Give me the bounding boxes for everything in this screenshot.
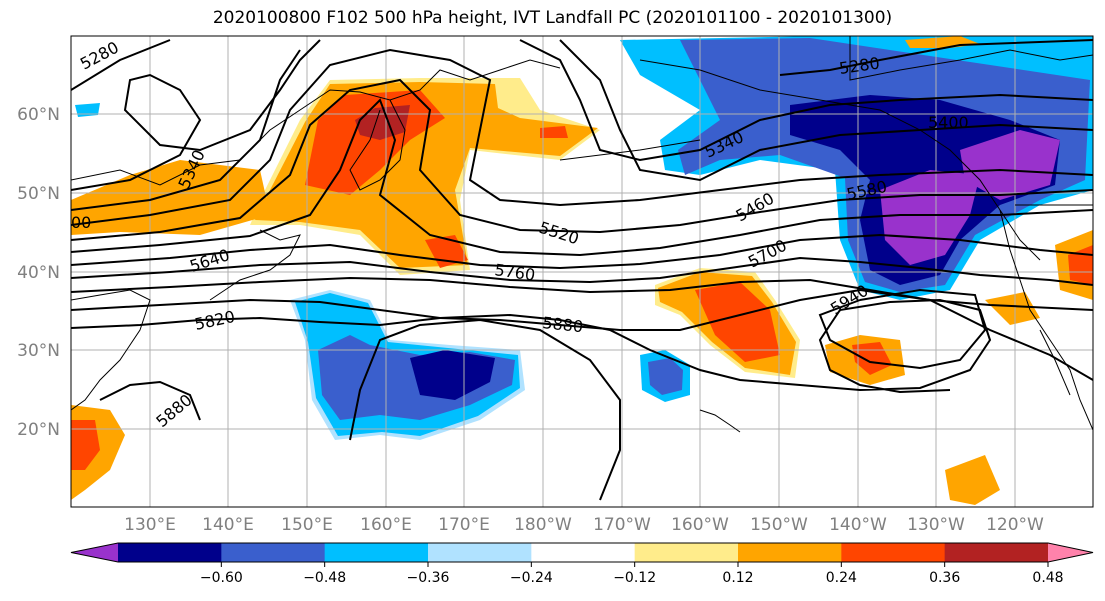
colorbar-tick-label: 0.48: [1032, 570, 1063, 586]
contour-5640: [71, 233, 1093, 270]
colorbar-tick-label: −0.48: [303, 570, 346, 586]
lon-label-180w: 180°W: [514, 515, 572, 535]
colorbar-segment: [531, 543, 636, 562]
coastlines: [71, 36, 1093, 433]
colorbar-segment: [428, 543, 532, 562]
contour-5400-east: [559, 39, 1093, 182]
colorbar-extend-high: [1048, 543, 1093, 562]
coast-aleutians: [559, 139, 701, 161]
contour-label-5880-south: 5880: [152, 390, 195, 431]
contour-5700: [71, 256, 1093, 286]
lon-label-130e: 130°E: [124, 515, 176, 535]
lat-label-50n: 50°N: [17, 184, 60, 204]
coast-kamchatka: [349, 99, 406, 191]
lat-label-60n: 60°N: [17, 105, 60, 125]
colorbar-extend-low: [71, 543, 118, 562]
height-contours: [71, 39, 1093, 501]
contour-label-5640: 5640: [187, 245, 232, 276]
coast-northamerica: [999, 209, 1093, 431]
negative-anomaly-central-pacific-core: [410, 350, 495, 400]
lon-label-170e: 170°E: [438, 515, 490, 535]
contour-label-5700: 5700: [745, 236, 790, 272]
colorbar-tick-label: −0.24: [510, 570, 553, 586]
colorbar-segment: [324, 543, 429, 562]
contour-5520: [71, 78, 1093, 241]
longitude-labels: 130°E 140°E 150°E 160°E 170°E 180°W 170°…: [124, 515, 1044, 535]
contour-label-5280-west: 5280: [77, 38, 122, 74]
lon-label-140e: 140°E: [202, 515, 254, 535]
negative-anomaly-alaska-core: [880, 170, 980, 265]
positive-anomaly-philippines-core: [71, 420, 100, 470]
lat-label-30n: 30°N: [17, 341, 60, 361]
colorbar-segment: [841, 543, 946, 562]
contour-5880-sw: [349, 318, 621, 501]
colorbar-tick-label: −0.36: [407, 570, 450, 586]
coast-japan: [209, 229, 301, 301]
map-frame: [70, 35, 1094, 508]
positive-anomaly-east-pacific-core: [695, 282, 780, 362]
colorbar-segment: [738, 543, 842, 562]
contour-5400: [71, 49, 301, 211]
contour-5280-east: [779, 39, 1093, 76]
coast-arctic: [849, 36, 1093, 81]
contour-5820: [71, 288, 1093, 381]
colorbar-outline: [70, 542, 1094, 563]
colorbar-tick-label: −0.12: [613, 570, 656, 586]
contour-label-00: 00: [71, 213, 91, 232]
negative-anomaly-northwest: [75, 103, 100, 117]
lon-label-160w: 160°W: [671, 515, 729, 535]
negative-anomaly-alaska-core-north: [960, 130, 1060, 200]
contour-label-5400: 5400: [928, 113, 969, 132]
contour-label-5760: 5760: [493, 260, 536, 284]
lon-label-130w: 130°W: [907, 515, 965, 535]
contour-5940: [818, 288, 987, 370]
negative-anomaly-hawaii-west-core: [648, 358, 683, 395]
lon-label-140w: 140°W: [829, 515, 887, 535]
map-title: 2020100800 F102 500 hPa height, IVT Land…: [212, 8, 893, 28]
colorbar-tick-label: 0.36: [929, 570, 960, 586]
coast-hawaii: [699, 409, 741, 433]
lon-label-150e: 150°E: [281, 515, 333, 535]
coast-asia: [71, 59, 561, 186]
lat-label-40n: 40°N: [17, 263, 60, 283]
lat-label-20n: 20°N: [17, 420, 60, 440]
coast-korea-china: [71, 289, 151, 411]
lon-label-160e: 160°E: [360, 515, 412, 535]
colorbar-segment: [221, 543, 326, 562]
colorbar-tick-label: −0.60: [200, 570, 243, 586]
lon-label-170w: 170°W: [593, 515, 651, 535]
colorbar-tick-label: 0.12: [722, 570, 753, 586]
contour-label-5460: 5460: [733, 189, 778, 226]
contour-5460: [71, 48, 1093, 226]
lon-label-120w: 120°W: [986, 515, 1044, 535]
colorbar-tick-label: 0.24: [826, 570, 857, 586]
positive-anomaly-bering: [540, 126, 568, 138]
contour-5880-south: [99, 380, 201, 421]
coast-baja: [1039, 329, 1071, 396]
colorbar-segment: [118, 543, 222, 562]
positive-anomaly-baja: [945, 455, 1000, 505]
positive-anomaly-california: [985, 292, 1040, 325]
contour-5340-east: [519, 39, 1093, 162]
colorbar-segment: [634, 543, 739, 562]
lon-label-150w: 150°W: [750, 515, 808, 535]
contour-label-5880-north: 5880: [542, 313, 584, 336]
colorbar: −0.60 −0.48 −0.36 −0.24 −0.12 0.12 0.24 0.36 0.4…: [70, 542, 1094, 586]
latitude-labels: 60°N 50°N 40°N 30°N 20°N: [17, 105, 60, 440]
contour-5280-west: [71, 39, 171, 91]
contour-label-5820: 5820: [193, 307, 237, 334]
positive-anomaly-west: [71, 160, 270, 235]
colorbar-segment: [944, 543, 1049, 562]
contour-5580: [71, 98, 1093, 257]
